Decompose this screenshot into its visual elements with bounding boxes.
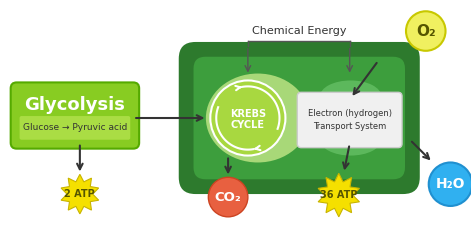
Text: KREBS: KREBS <box>230 109 266 119</box>
Polygon shape <box>61 174 99 214</box>
Text: 36 ATP: 36 ATP <box>320 190 357 200</box>
Text: Electron (hydrogen)
Transport System: Electron (hydrogen) Transport System <box>308 109 392 131</box>
FancyBboxPatch shape <box>178 41 421 195</box>
Ellipse shape <box>320 124 381 155</box>
Ellipse shape <box>320 80 381 112</box>
Text: O₂: O₂ <box>416 23 436 39</box>
Polygon shape <box>318 173 359 217</box>
Ellipse shape <box>206 73 310 163</box>
Text: 2 ATP: 2 ATP <box>64 189 95 199</box>
Text: Glycolysis: Glycolysis <box>25 96 125 114</box>
FancyBboxPatch shape <box>19 116 130 140</box>
Ellipse shape <box>320 102 381 134</box>
Circle shape <box>210 80 285 155</box>
Text: CO₂: CO₂ <box>215 191 241 204</box>
FancyBboxPatch shape <box>193 57 405 179</box>
Text: Chemical Energy: Chemical Energy <box>252 26 346 36</box>
FancyBboxPatch shape <box>11 82 139 149</box>
Circle shape <box>406 11 446 51</box>
Circle shape <box>428 163 472 206</box>
FancyBboxPatch shape <box>297 92 402 148</box>
Text: Glucose → Pyruvic acid: Glucose → Pyruvic acid <box>23 123 127 132</box>
Circle shape <box>209 177 248 217</box>
Text: H₂O: H₂O <box>436 177 465 191</box>
Text: CYCLE: CYCLE <box>231 120 265 130</box>
